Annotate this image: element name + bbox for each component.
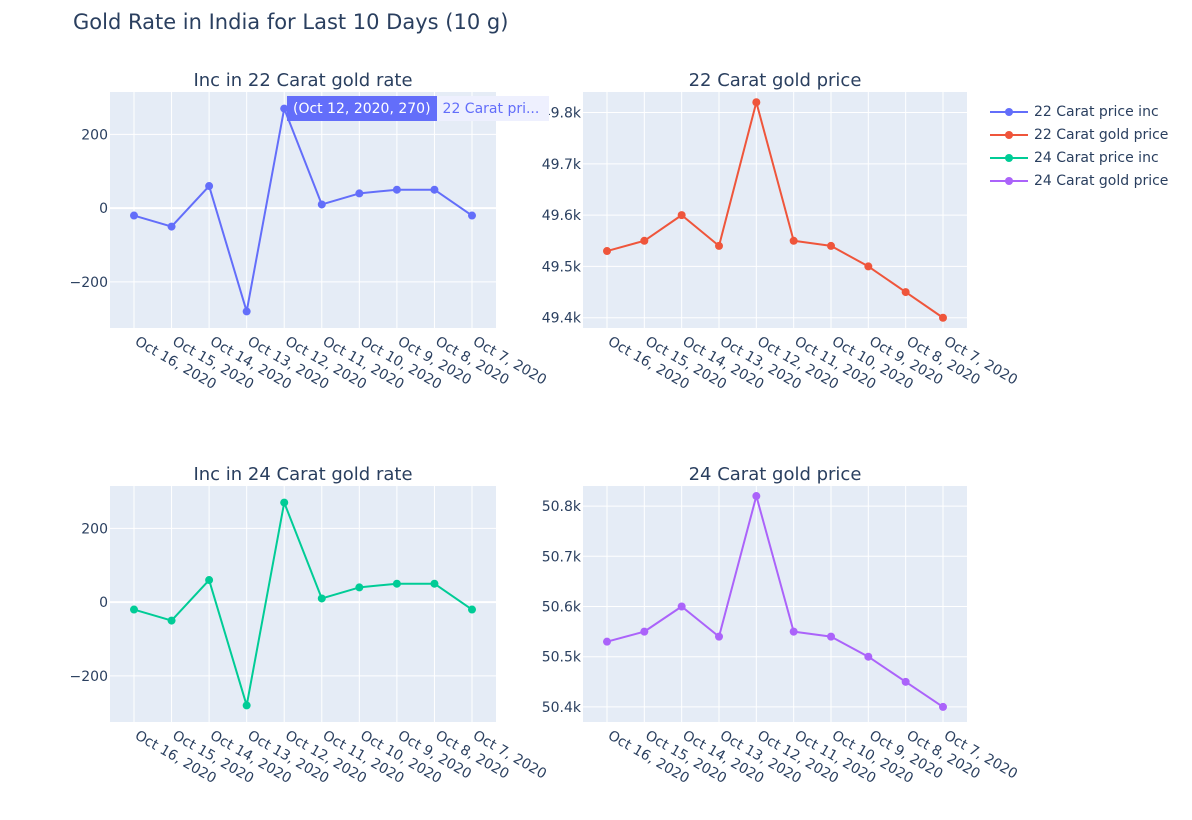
data-point[interactable]	[130, 211, 138, 220]
y-tick-label: 200	[81, 127, 108, 143]
legend-swatch-24-gold-price	[990, 176, 1028, 185]
data-point[interactable]	[827, 632, 835, 641]
y-tick-label: 0	[99, 595, 108, 611]
legend-item-24-gold-price[interactable]: 24 Carat gold price	[990, 169, 1168, 192]
plot-area	[583, 92, 967, 328]
data-point[interactable]	[242, 307, 251, 316]
data-point[interactable]	[317, 594, 326, 603]
data-point[interactable]	[280, 104, 289, 113]
data-point[interactable]	[130, 605, 138, 614]
subplot-title: Inc in 22 Carat gold rate	[193, 70, 412, 91]
data-point[interactable]	[468, 211, 476, 220]
data-point[interactable]	[677, 211, 686, 220]
y-tick-label: 50.4k	[542, 700, 582, 716]
y-tick-label: 49.6k	[542, 208, 582, 224]
y-tick-label: 200	[81, 521, 108, 537]
legend-label: 24 Carat gold price	[1034, 172, 1169, 189]
data-point[interactable]	[752, 98, 761, 107]
subplot-title: Inc in 24 Carat gold rate	[193, 464, 412, 485]
y-tick-label: 49.8k	[542, 106, 582, 122]
data-point[interactable]	[167, 616, 176, 625]
y-tick-label: 49.4k	[542, 311, 582, 327]
y-tick-label: −200	[70, 275, 108, 291]
data-point[interactable]	[392, 579, 401, 588]
hover-value: (Oct 12, 2020, 270)	[287, 96, 437, 121]
data-point[interactable]	[752, 492, 761, 501]
data-point[interactable]	[827, 241, 835, 250]
hover-tooltip: (Oct 12, 2020, 270) 22 Carat pri...	[287, 96, 550, 121]
y-tick-label: 50.5k	[542, 650, 582, 666]
data-point[interactable]	[864, 652, 873, 661]
legend-swatch-22-price-inc	[990, 107, 1028, 116]
data-point[interactable]	[468, 605, 476, 614]
data-point[interactable]	[939, 313, 947, 322]
legend-swatch-24-price-inc	[990, 153, 1028, 162]
legend: 22 Carat price inc 22 Carat gold price 2…	[990, 100, 1168, 192]
legend-item-22-gold-price[interactable]: 22 Carat gold price	[990, 123, 1168, 146]
series-line	[606, 495, 944, 708]
data-point[interactable]	[789, 236, 798, 245]
data-point[interactable]	[901, 677, 910, 686]
data-point[interactable]	[603, 637, 611, 646]
data-point[interactable]	[715, 241, 723, 250]
legend-label: 22 Carat gold price	[1034, 126, 1169, 143]
series-line	[133, 501, 473, 707]
series-line	[133, 107, 473, 313]
subplot-title: 24 Carat gold price	[689, 464, 862, 485]
data-point[interactable]	[603, 247, 611, 256]
data-point[interactable]	[167, 222, 176, 231]
y-tick-label: 50.8k	[542, 499, 582, 515]
plot-area	[110, 92, 496, 328]
data-point[interactable]	[789, 627, 798, 636]
legend-item-24-price-inc[interactable]: 24 Carat price inc	[990, 146, 1168, 169]
series-line	[606, 101, 944, 319]
data-point[interactable]	[640, 627, 649, 636]
data-point[interactable]	[864, 262, 873, 271]
subplot-title: 22 Carat gold price	[689, 70, 862, 91]
data-point[interactable]	[430, 579, 439, 588]
main-title: Gold Rate in India for Last 10 Days (10 …	[73, 10, 509, 34]
data-point[interactable]	[355, 189, 364, 198]
y-tick-label: 50.6k	[542, 600, 582, 616]
legend-label: 22 Carat price inc	[1034, 103, 1159, 120]
y-tick-label: 49.7k	[542, 157, 582, 173]
data-point[interactable]	[317, 200, 326, 209]
data-point[interactable]	[715, 632, 723, 641]
legend-label: 24 Carat price inc	[1034, 149, 1159, 166]
data-point[interactable]	[640, 236, 649, 245]
data-point[interactable]	[205, 576, 214, 585]
data-point[interactable]	[901, 288, 910, 297]
legend-item-22-price-inc[interactable]: 22 Carat price inc	[990, 100, 1168, 123]
data-point[interactable]	[392, 185, 401, 194]
data-point[interactable]	[677, 602, 686, 611]
data-point[interactable]	[939, 702, 947, 711]
data-point[interactable]	[355, 583, 364, 592]
y-tick-label: 49.5k	[542, 259, 582, 275]
data-point[interactable]	[242, 701, 251, 710]
y-tick-label: 50.7k	[542, 549, 582, 565]
data-point[interactable]	[205, 182, 214, 191]
data-point[interactable]	[430, 185, 439, 194]
plot-area	[583, 486, 967, 722]
y-tick-label: −200	[70, 669, 108, 685]
y-tick-label: 0	[99, 201, 108, 217]
legend-swatch-22-gold-price	[990, 130, 1028, 139]
plot-area	[110, 486, 496, 722]
data-point[interactable]	[280, 498, 289, 507]
hover-series-name: 22 Carat pri...	[436, 96, 550, 121]
